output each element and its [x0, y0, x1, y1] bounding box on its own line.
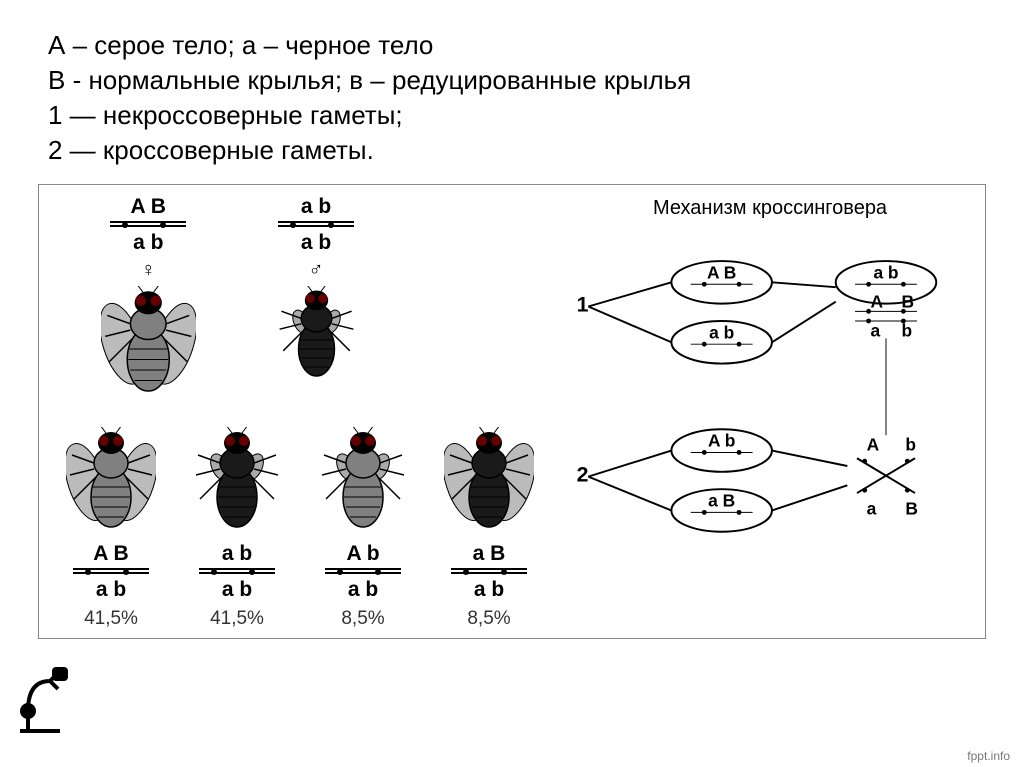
footer-credit: fppt.info	[967, 749, 1010, 763]
chromosome-bar-icon	[278, 221, 354, 227]
genotype: A b a b	[325, 542, 401, 602]
mech-label-2: 2	[577, 463, 589, 487]
chromosome-bar-icon	[110, 221, 186, 227]
svg-text:b: b	[901, 321, 912, 341]
allele-row: a b	[474, 578, 504, 602]
allele-text: a b	[301, 231, 331, 255]
percentage: 8,5%	[467, 608, 510, 630]
percentage: 41,5%	[84, 608, 138, 630]
svg-text:A: A	[867, 435, 880, 455]
female-symbol-icon: ♀	[141, 259, 156, 282]
allele-row: a b	[348, 578, 378, 602]
chromosome-bar-icon	[199, 568, 275, 574]
allele-text: a b	[301, 195, 331, 219]
mechanism-panel: Механизм кроссинговера 1 A B a b a b AB …	[567, 195, 973, 630]
genotype: A B a b	[73, 542, 149, 602]
parent-male: a b a b ♂	[276, 195, 357, 407]
allele-text: a B	[708, 491, 735, 511]
allele-row: A B	[93, 542, 128, 566]
fly-icon	[101, 286, 196, 407]
chromosome-bar-icon	[73, 568, 149, 574]
allele-text: a b	[222, 542, 252, 566]
allele-row: a b	[301, 231, 331, 255]
offspring-item: a b a b 41,5%	[179, 425, 295, 630]
male-symbol-icon: ♂	[309, 259, 324, 282]
percentage: 41,5%	[210, 608, 264, 630]
allele-text: A B	[93, 542, 128, 566]
allele-text: A B	[131, 195, 166, 219]
allele-text: A b	[708, 431, 735, 451]
fly-icon	[276, 286, 357, 390]
legend-line-4: 2 — кроссоверные гаметы.	[48, 133, 976, 168]
allele-text: a B	[473, 542, 506, 566]
allele-text: A B	[707, 263, 736, 283]
allele-row: a b	[96, 578, 126, 602]
diagram-container: A B a b ♀	[38, 184, 986, 639]
allele-row: A B	[131, 195, 166, 219]
allele-row: a b	[133, 231, 163, 255]
allele-row: a b	[222, 542, 252, 566]
percentage: 8,5%	[341, 608, 384, 630]
allele-row: a B	[473, 542, 506, 566]
allele-text: a b	[348, 578, 378, 602]
parent-female: A B a b ♀	[101, 195, 196, 407]
cross-panel: A B a b ♀	[51, 195, 547, 630]
offspring-row: A B a b 41,5%	[51, 425, 547, 630]
mech-label-1: 1	[577, 293, 589, 317]
allele-text: a b	[474, 578, 504, 602]
fly-icon	[192, 427, 282, 542]
genotype-male: a b a b	[278, 195, 354, 255]
mechanism-diagram: 1 A B a b a b AB ab 2	[567, 234, 973, 601]
allele-row: a b	[301, 195, 331, 219]
genotype: a B a b	[451, 542, 527, 602]
legend-line-2: В - нормальные крылья; в – редуцированны…	[48, 63, 976, 98]
fly-icon	[444, 427, 534, 542]
offspring-item: a B a b 8,5%	[431, 425, 547, 630]
svg-text:A: A	[871, 292, 884, 312]
legend-line-3: 1 — некроссоверные гаметы;	[48, 98, 976, 133]
allele-text: a b	[96, 578, 126, 602]
genotype-female: A B a b	[110, 195, 186, 255]
svg-text:b: b	[905, 435, 916, 455]
offspring-item: A B a b 41,5%	[53, 425, 169, 630]
offspring-item: A b a b 8,5%	[305, 425, 421, 630]
svg-text:a: a	[867, 499, 877, 519]
svg-text:a: a	[871, 321, 881, 341]
chromosome-bar-icon	[451, 568, 527, 574]
svg-text:B: B	[901, 292, 914, 312]
mechanism-title: Механизм кроссинговера	[567, 197, 973, 220]
allele-text: a b	[709, 323, 734, 343]
fly-icon	[66, 427, 156, 542]
parents-row: A B a b ♀	[51, 195, 547, 407]
allele-row: a b	[222, 578, 252, 602]
allele-text: a b	[222, 578, 252, 602]
allele-text: a b	[873, 263, 898, 283]
genotype: a b a b	[199, 542, 275, 602]
chromosome-bar-icon	[325, 568, 401, 574]
microscope-icon	[0, 661, 80, 751]
allele-text: a b	[133, 231, 163, 255]
svg-text:B: B	[905, 499, 918, 519]
legend-line-1: А – серое тело; а – черное тело	[48, 28, 976, 63]
allele-text: A b	[346, 542, 379, 566]
legend-block: А – серое тело; а – черное тело В - норм…	[0, 0, 1024, 180]
allele-row: A b	[346, 542, 379, 566]
fly-icon	[318, 427, 408, 542]
